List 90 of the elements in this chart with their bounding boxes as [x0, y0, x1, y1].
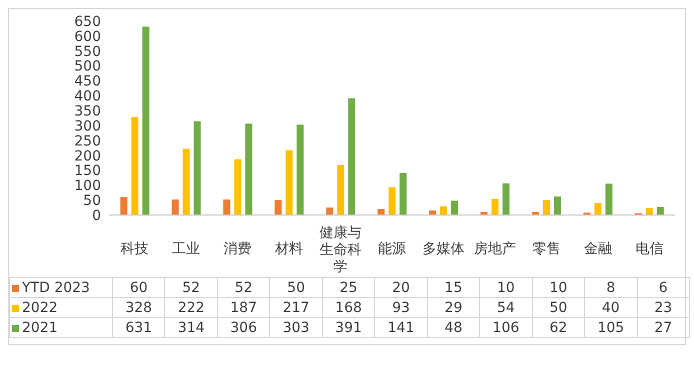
data-label: 141: [374, 318, 428, 338]
data-label: 306: [217, 318, 270, 338]
bar: [400, 172, 407, 215]
y-tick-label: 450: [74, 74, 101, 90]
bar: [378, 209, 385, 215]
data-label: 52: [217, 278, 270, 298]
bar: [429, 210, 436, 215]
x-tick-label: 金融: [584, 241, 612, 257]
y-tick-label: 500: [74, 58, 101, 75]
bar: [120, 197, 128, 215]
data-label: 25: [322, 278, 375, 298]
data-label: 50: [532, 298, 585, 318]
bar: [131, 117, 138, 215]
y-tick-label: 550: [74, 44, 101, 60]
bar: [337, 164, 344, 215]
x-tick-label: 科技: [120, 241, 149, 257]
data-label: 15: [427, 278, 480, 298]
bar: [554, 196, 561, 215]
data-label: 105: [584, 318, 638, 338]
y-tick-label: 50: [83, 193, 101, 210]
data-label: 391: [322, 318, 375, 338]
data-label: 48: [427, 318, 480, 338]
x-tick-label: 消费: [224, 241, 252, 257]
x-tick-label: 工业: [172, 241, 200, 257]
bar: [296, 124, 304, 215]
x-tick-label: 材料: [274, 241, 304, 257]
bar: [656, 206, 664, 215]
bar: [440, 206, 448, 215]
data-label: 217: [270, 298, 322, 318]
bar: [542, 200, 550, 215]
bar: [492, 198, 498, 215]
bar: [274, 200, 282, 215]
y-tick-label: 0: [92, 208, 101, 224]
bar: [646, 208, 653, 215]
bar: [223, 199, 230, 215]
data-label: 187: [217, 298, 270, 318]
y-tick-label: 100: [74, 178, 101, 194]
data-label: 106: [480, 318, 532, 338]
data-label: 328: [112, 298, 165, 318]
bar: [234, 159, 242, 215]
data-label: 20: [374, 278, 428, 298]
x-tick-label: 能源: [378, 241, 406, 257]
x-tick-label: 多媒体: [422, 241, 464, 257]
y-tick-label: 250: [74, 133, 101, 150]
data-label: 54: [480, 298, 532, 318]
bar: [245, 124, 252, 215]
data-label: 50: [270, 278, 322, 298]
data-label: 23: [637, 298, 690, 318]
x-tick-label: 房地产: [474, 241, 516, 257]
bar: [388, 187, 396, 215]
legend-label: 2022: [10, 298, 112, 318]
data-label: 60: [112, 278, 165, 298]
data-label: 168: [322, 298, 375, 318]
bar: [286, 150, 293, 215]
data-label: 314: [164, 318, 218, 338]
data-label: 10: [532, 278, 585, 298]
y-tick-label: 600: [74, 28, 101, 45]
bar: [326, 208, 334, 215]
data-label: 29: [427, 298, 480, 318]
data-label: 303: [270, 318, 322, 338]
data-label: 631: [112, 318, 165, 338]
legend-label: YTD 2023: [10, 278, 112, 298]
data-label: 62: [532, 318, 585, 338]
data-label: 52: [164, 278, 218, 298]
data-label: 40: [584, 298, 638, 318]
bar: [194, 121, 201, 215]
bar: [182, 148, 190, 215]
bar: [142, 26, 150, 215]
bar: [605, 184, 612, 215]
x-tick-label: 电信: [635, 241, 664, 257]
data-label: 6: [637, 278, 690, 298]
x-tick-label: 零售: [532, 241, 560, 257]
data-label: 27: [637, 318, 690, 338]
bar: [172, 199, 179, 215]
y-tick-label: 650: [74, 14, 101, 30]
x-tick-label: 健康与生命科学: [320, 225, 362, 275]
bar: [594, 203, 602, 215]
data-label: 10: [480, 278, 532, 298]
legend-label: 2021: [10, 318, 112, 338]
data-label: 222: [164, 298, 218, 318]
y-tick-label: 350: [74, 104, 101, 120]
y-tick-label: 300: [74, 118, 101, 134]
bar: [502, 183, 510, 215]
y-tick-label: 200: [74, 148, 101, 164]
y-tick-label: 400: [74, 88, 101, 105]
y-tick-label: 150: [74, 163, 101, 180]
bar: [348, 98, 356, 215]
bar: [451, 200, 458, 215]
data-label: 93: [374, 298, 428, 318]
data-label: 8: [584, 278, 638, 298]
